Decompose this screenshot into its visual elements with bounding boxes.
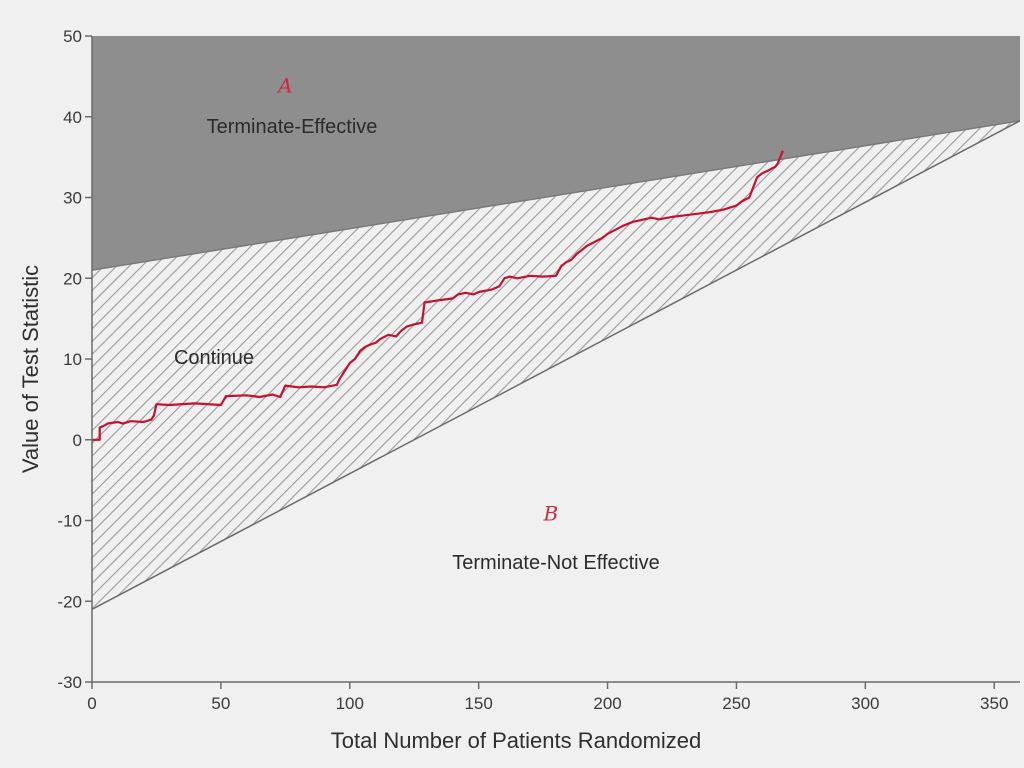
terminate-effective-label: Terminate-Effective [207,116,378,138]
x-tick-label: 300 [851,694,879,713]
y-tick-label: -20 [57,592,82,611]
lower-boundary-line [92,120,1020,610]
y-tick-label: 40 [63,108,82,127]
upper-boundary-line [92,120,1020,271]
annotation-b: B [542,502,558,526]
y-tick-label: 0 [73,431,82,450]
y-tick-label: 50 [63,27,82,46]
x-tick-label: 350 [980,694,1008,713]
annotation-a: A [276,74,292,98]
y-tick-label: 10 [63,350,82,369]
x-tick-label: 0 [87,694,96,713]
y-tick-label: 20 [63,269,82,288]
y-tick-label: 30 [63,189,82,208]
test-statistic-series-0 [92,150,784,441]
continue-label: Continue [174,347,254,369]
x-tick-label: 50 [211,694,230,713]
x-axis-title: Total Number of Patients Randomized [331,728,702,753]
y-tick-label: -10 [57,512,82,531]
y-tick-label: -30 [57,673,82,692]
x-tick-label: 200 [593,694,621,713]
terminate-not-effective-label: Terminate-Not Effective [452,552,660,574]
x-tick-label: 150 [464,694,492,713]
terminate-effective-region [92,36,1020,271]
y-axis-title: Value of Test Statistic [18,265,43,473]
x-tick-label: 100 [336,694,364,713]
x-tick-label: 250 [722,694,750,713]
